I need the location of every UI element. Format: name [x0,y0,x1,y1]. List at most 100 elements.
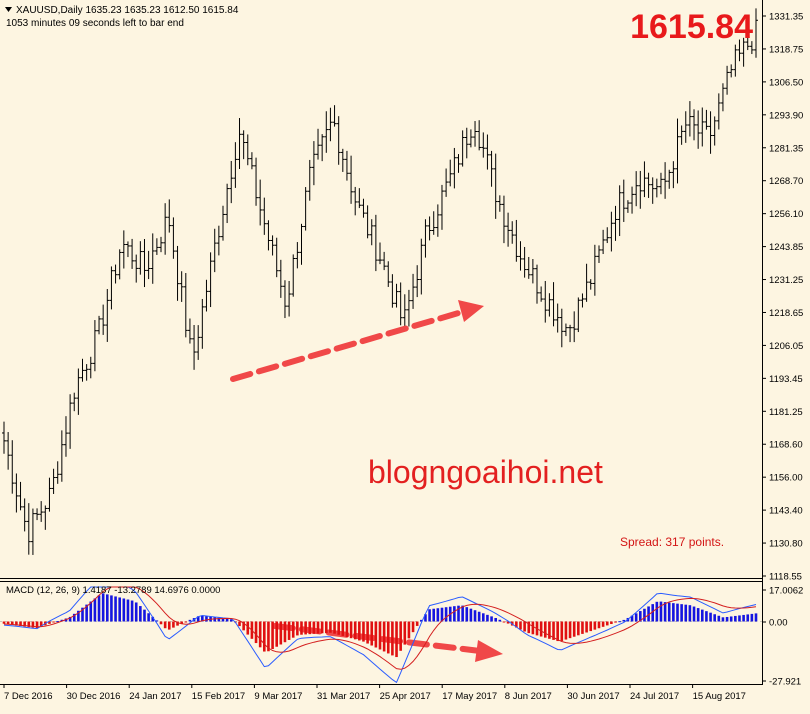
macd-bar [688,605,692,622]
macd-bar [130,600,134,622]
macd-bar [539,621,543,637]
macd-bar [589,621,593,632]
macd-bar [35,621,39,629]
macd-bar [457,605,460,622]
candlestick-series[interactable] [2,8,758,555]
macd-bar [23,621,26,627]
macd-bar [31,621,35,628]
time-axis[interactable]: 7 Dec 2016 30 Dec 2016 24 Jan 2017 15 Feb 2… [3,684,746,702]
macd-bar [667,602,671,622]
macd-bar [436,608,440,622]
macd-bar [296,621,299,636]
macd-bar [316,621,320,634]
price-tick-label: 1168.60 [769,440,803,451]
macd-bar [205,616,208,622]
macd-bar [552,621,555,640]
macd-bar [465,607,469,622]
macd-bar [527,621,531,634]
macd-bar [56,621,60,623]
dropdown-triangle-icon[interactable] [5,7,12,12]
macd-bar [349,621,353,639]
macd-bar [238,621,241,627]
macd-bar [577,621,580,636]
macd-bar [494,617,497,622]
macd-bar [754,613,758,622]
macd-bar [734,615,737,622]
macd-bar [114,596,117,622]
time-tick-label: 7 Dec 2016 [4,691,53,702]
time-tick-label: 15 Feb 2017 [192,691,245,702]
price-tick-label: 1306.50 [769,77,803,88]
macd-bar [105,594,109,622]
macd-bar [10,621,14,625]
time-tick-label: 31 Mar 2017 [317,691,370,702]
macd-bar [705,611,708,622]
macd-bar [543,621,547,638]
price-tick-label: 1268.70 [769,176,803,187]
macd-bar [523,621,526,632]
price-tick-label: 1156.00 [769,473,803,484]
macd-bar [432,608,436,622]
spread-text: Spread: 317 points. [620,535,724,549]
macd-bar [634,613,638,622]
macd-bar [477,611,481,622]
trend-arrow-upper [230,300,484,382]
macd-bar [320,621,324,634]
macd-bar [242,621,245,631]
macd-bar [258,621,262,648]
macd-bar [378,621,382,650]
macd-bar [568,621,572,639]
macd-bar [196,616,200,622]
macd-signal-line[interactable] [3,586,757,670]
macd-bar [283,621,287,643]
macd-bar [473,610,477,622]
macd-bar [279,621,283,645]
price-axis[interactable]: 1331.35 1318.75 1306.50 1293.90 1281.35 1268.… [762,12,803,583]
macd-bar [572,621,576,637]
macd-axis[interactable]: 17.0062 0.00 -27.921 [762,586,803,688]
macd-bar [81,607,84,622]
macd-bar [593,621,597,630]
macd-bar [601,621,605,627]
price-tick-label: 1130.80 [769,539,803,550]
macd-bar [246,621,250,635]
symbol-info-line: XAUUSD,Daily 1635.23 1635.23 1612.50 161… [16,5,239,16]
macd-bar [721,617,725,622]
macd-bar [312,621,316,634]
macd-bar [630,615,634,622]
macd-bar [134,602,138,622]
macd-bar [225,618,229,622]
macd-bar [184,621,188,623]
macd-bar [610,621,613,624]
macd-bar [147,613,150,622]
macd-histogram[interactable] [2,593,758,658]
time-tick-label: 30 Dec 2016 [67,691,121,702]
macd-bar [221,618,225,622]
current-price-label: 1615.84 [630,8,753,46]
macd-bar [139,606,142,622]
macd-bar [709,612,712,622]
macd-bar [15,621,18,626]
macd-bar [188,619,192,622]
macd-bar [93,598,97,622]
macd-bar [386,621,390,654]
macd-bar [151,616,155,622]
macd-bar [287,621,291,640]
time-tick-label: 24 Jul 2017 [630,691,679,702]
macd-bar [291,621,295,638]
macd-bar [345,621,349,638]
macd-bar [403,621,407,645]
macd-bar [453,606,456,622]
macd-bar [180,621,183,624]
macd-bar [407,621,411,639]
macd-main-line[interactable] [3,586,757,684]
macd-bar [167,621,171,630]
macd-bar [324,621,328,634]
macd-bar [333,621,336,634]
macd-bar [717,615,721,622]
macd-bar [585,621,588,633]
macd-bar [374,621,378,648]
macd-bar [515,621,518,628]
